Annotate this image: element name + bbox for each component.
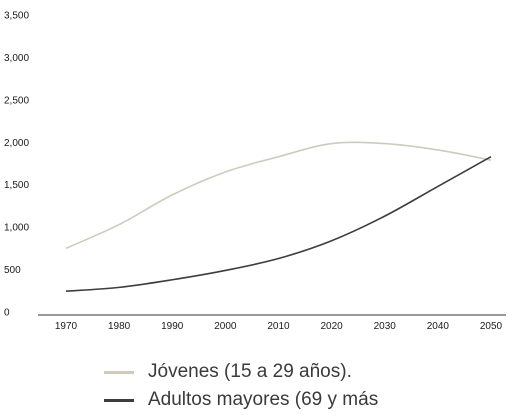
- legend-item-jovenes: Jóvenes (15 a 29 años).: [104, 358, 378, 386]
- x-tick-label: 2020: [321, 321, 344, 332]
- y-tick-label: 3,500: [4, 11, 29, 22]
- y-tick-label: 2,000: [4, 138, 29, 149]
- x-tick-label: 2030: [374, 321, 397, 332]
- series-line-adultos-mayores: [65, 156, 492, 293]
- y-tick-label: 2,500: [4, 95, 29, 106]
- x-tick-label: 2010: [267, 321, 290, 332]
- legend-label-jovenes: Jóvenes (15 a 29 años).: [148, 361, 352, 382]
- x-tick-label: 1980: [108, 321, 131, 332]
- y-tick-label: 500: [4, 265, 21, 276]
- y-tick-label: 1,500: [4, 180, 29, 191]
- x-axis-ticks: 1970 1980 1990 2000 2010 2020 2030 2040 2050: [55, 321, 503, 332]
- x-tick-label: 2050: [480, 321, 503, 332]
- x-tick-label: 2040: [427, 321, 450, 332]
- series-line-jovenes: [65, 141, 492, 250]
- legend-swatch-jovenes: [104, 370, 134, 374]
- series-lines: [65, 141, 492, 293]
- y-tick-label: 3,000: [4, 53, 29, 64]
- y-axis-ticks: 0 500 1,000 1,500 2,000 2,500 3,000 3,500: [4, 11, 29, 319]
- x-tick-label: 2000: [214, 321, 237, 332]
- legend-item-adultos-mayores: Adultos mayores (69 y más: [104, 386, 378, 414]
- y-tick-label: 1,000: [4, 223, 29, 234]
- legend-swatch-adultos-mayores: [104, 398, 134, 402]
- x-tick-label: 1990: [161, 321, 184, 332]
- legend-label-adultos-mayores: Adultos mayores (69 y más: [148, 389, 379, 410]
- legend: Jóvenes (15 a 29 años). Adultos mayores …: [104, 358, 378, 414]
- x-tick-label: 1970: [55, 321, 78, 332]
- y-tick-label: 0: [4, 308, 10, 319]
